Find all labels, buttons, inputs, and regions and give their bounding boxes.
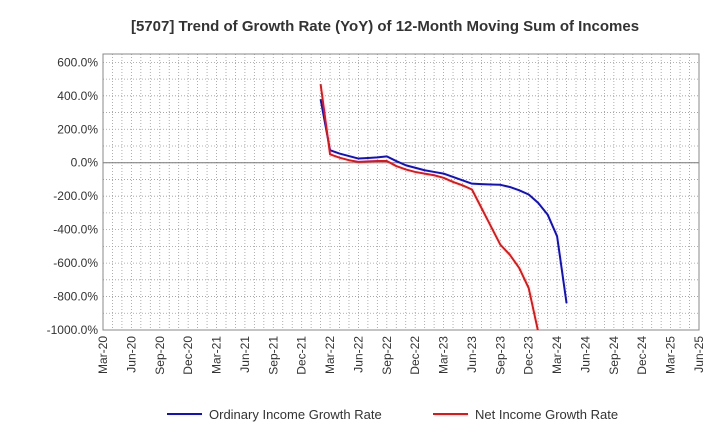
y-axis-ticks: 600.0% 400.0% 200.0% 0.0% -200.0% -400.0% -600… xyxy=(47,55,99,337)
series-line xyxy=(319,98,568,304)
legend-label: Ordinary Income Growth Rate xyxy=(209,407,382,422)
y-tick-label: 600.0% xyxy=(57,55,98,69)
x-tick-label: Dec-24 xyxy=(635,336,649,375)
x-tick-label: Mar-22 xyxy=(323,336,337,374)
x-tick-label: Sep-21 xyxy=(266,336,280,375)
y-tick-label: -200.0% xyxy=(53,189,98,203)
x-tick-label: Jun-22 xyxy=(351,336,365,373)
x-tick-label: Dec-22 xyxy=(408,336,422,375)
x-tick-label: Mar-25 xyxy=(664,336,678,374)
x-tick-label: Mar-20 xyxy=(96,336,110,374)
x-tick-label: Sep-22 xyxy=(380,336,394,375)
series-lines xyxy=(319,83,568,330)
legend: Ordinary Income Growth Rate Net Income Gr… xyxy=(167,407,618,422)
x-tick-label: Jun-23 xyxy=(465,336,479,373)
plot-area xyxy=(103,54,699,330)
plot-frame xyxy=(102,53,700,331)
chart-title: [5707] Trend of Growth Rate (YoY) of 12-… xyxy=(131,18,639,35)
y-tick-label: 200.0% xyxy=(57,122,98,136)
y-tick-label: -1000.0% xyxy=(47,323,99,337)
x-tick-label: Jun-24 xyxy=(578,336,592,373)
x-axis-ticks: Mar-20 Jun-20 Sep-20 Dec-20 Mar-21 Jun-21 Sep-… xyxy=(96,336,706,375)
x-tick-label: Jun-25 xyxy=(692,336,706,373)
x-tick-label: Mar-21 xyxy=(210,336,224,374)
x-tick-label: Dec-23 xyxy=(522,336,536,375)
grid xyxy=(102,54,700,331)
x-tick-label: Sep-24 xyxy=(607,336,621,375)
x-tick-label: Dec-21 xyxy=(295,336,309,375)
x-tick-label: Sep-20 xyxy=(153,336,167,375)
legend-label: Net Income Growth Rate xyxy=(475,407,618,422)
y-tick-label: -400.0% xyxy=(53,223,98,237)
x-tick-label: Dec-20 xyxy=(181,336,195,375)
y-tick-label: 400.0% xyxy=(57,89,98,103)
x-tick-label: Jun-21 xyxy=(238,336,252,373)
y-tick-label: 0.0% xyxy=(71,156,99,170)
x-tick-label: Mar-23 xyxy=(437,336,451,374)
y-tick-label: -600.0% xyxy=(53,256,98,270)
x-tick-label: Sep-23 xyxy=(493,336,507,375)
y-tick-label: -800.0% xyxy=(53,290,98,304)
x-tick-label: Mar-24 xyxy=(550,336,564,374)
series-line xyxy=(319,83,539,330)
x-tick-label: Jun-20 xyxy=(124,336,138,373)
